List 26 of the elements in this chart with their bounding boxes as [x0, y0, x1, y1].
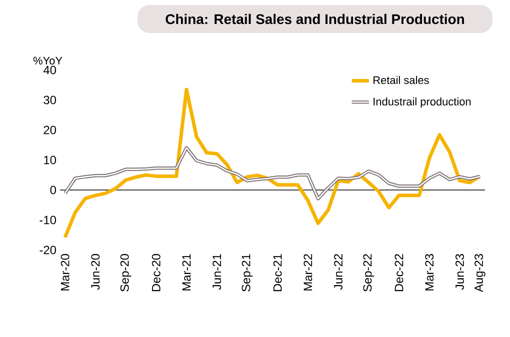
x-tick-label: Sep-20: [120, 254, 132, 292]
x-tick-label: Sep-21: [242, 254, 253, 292]
legend-label: Industrail production: [374, 97, 471, 108]
x-tick-label: Mar-23: [425, 254, 434, 290]
x-tick-label: Jun-22: [334, 254, 343, 290]
chart-title: China: Retail Sales and Industrial Production: [166, 14, 464, 24]
x-tick-label: Jun-20: [91, 254, 100, 290]
y-tick-label: 0: [50, 186, 56, 194]
x-tick-label: Mar-22: [304, 254, 312, 290]
x-tick-label: Sep-22: [363, 254, 374, 292]
y-tick-label: 10: [44, 156, 56, 164]
y-tick-label: 30: [44, 96, 56, 104]
y-axis-title: %YoY: [33, 56, 62, 64]
x-tick-label: Aug-23: [474, 254, 486, 292]
x-tick-label: Dec-21: [273, 254, 282, 292]
y-tick-label: -20: [40, 246, 56, 254]
legend-label: Retail sales: [374, 76, 429, 84]
x-tick-label: Dec-20: [152, 254, 160, 292]
x-tick-label: Jun-21: [212, 254, 222, 290]
y-tick-label: 20: [44, 126, 56, 134]
y-tick-label: 40: [43, 66, 56, 74]
x-tick-label: Mar-20: [60, 254, 70, 290]
y-tick-label: -10: [40, 216, 56, 224]
x-tick-label: Jun-23: [455, 254, 464, 290]
x-tick-label: Mar-21: [182, 254, 191, 290]
x-tick-label: Dec-22: [394, 254, 404, 292]
